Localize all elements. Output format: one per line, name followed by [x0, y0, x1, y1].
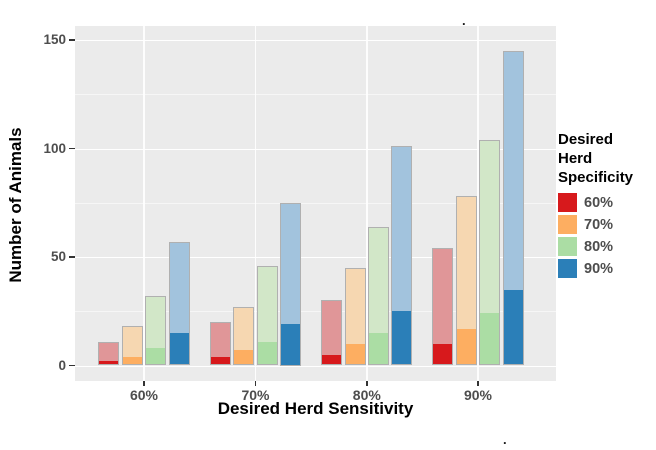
bar-90%-spec-80%-solid	[480, 313, 500, 365]
legend-label: 70%	[584, 216, 614, 233]
x-axis-tick	[477, 381, 479, 386]
major-gridline	[75, 148, 556, 150]
x-axis-tick-label: 90%	[463, 387, 493, 403]
legend-items: 60% 70% 80% 90%	[558, 192, 654, 279]
minor-gridline	[75, 202, 556, 204]
y-axis-tick	[69, 39, 75, 41]
legend-title-line: Desired	[558, 131, 614, 148]
y-axis-tick-label: 100	[43, 140, 66, 156]
bar-80%-spec-70%-solid	[345, 343, 365, 365]
x-axis-tick	[143, 381, 145, 386]
bar-70%-spec-90%-total	[280, 202, 302, 366]
legend-key-swatch	[558, 215, 577, 234]
x-axis-title: Desired Herd Sensitivity	[217, 399, 414, 418]
bar-90%-spec-70%-total	[455, 196, 477, 366]
y-axis-tick	[69, 364, 75, 367]
minor-gridline	[75, 311, 556, 313]
bar-60%-spec-80%-total	[145, 296, 167, 366]
bar-60%-spec-70%-total	[121, 326, 143, 366]
x-axis-tick-label: 70%	[241, 387, 270, 403]
bar-70%-spec-60%-solid	[210, 356, 230, 365]
y-axis-tick-label: 150	[43, 32, 66, 47]
bar-90%-spec-60%-solid	[433, 343, 453, 365]
stray-dot-bottom: .	[503, 432, 507, 447]
bar-80%-spec-80%-solid	[369, 332, 388, 365]
bar-80%-spec-90%-total	[391, 146, 413, 366]
bar-90%-spec-90%-total	[502, 50, 524, 366]
legend-title: Desired Herd Specificity	[558, 130, 654, 187]
x-axis-tick-label: 80%	[352, 387, 381, 403]
legend-label: 60%	[584, 194, 614, 211]
legend-item-60%: 60%	[558, 192, 654, 213]
legend-item-90%: 90%	[558, 258, 654, 279]
bar-60%-spec-70%-solid	[122, 356, 142, 365]
bar-90%-spec-90%-solid	[503, 289, 523, 365]
stray-dot-top: .	[462, 13, 466, 28]
major-gridline	[75, 257, 556, 259]
legend-label: 90%	[584, 260, 614, 277]
x-axis-tick-label: 60%	[129, 387, 159, 403]
minor-gridline	[75, 94, 556, 96]
bar-60%-spec-90%-solid	[169, 332, 189, 365]
y-axis-tick-label: 50	[50, 249, 66, 264]
bar-80%-spec-80%-total	[368, 226, 389, 366]
bar-70%-spec-60%-total	[209, 322, 231, 366]
bar-60%-spec-90%-total	[168, 241, 190, 366]
bar-60%-spec-60%-solid	[99, 361, 119, 365]
bar-70%-spec-80%-total	[256, 265, 278, 366]
legend: Desired Herd Specificity 60% 70% 80% 90%	[558, 130, 654, 280]
x-axis-tick	[366, 381, 368, 386]
legend-item-80%: 80%	[558, 236, 654, 257]
bar-90%-spec-80%-total	[479, 139, 501, 366]
bar-70%-spec-90%-solid	[281, 324, 301, 365]
bar-70%-spec-70%-solid	[234, 350, 254, 365]
legend-title-line: Specificity	[558, 169, 634, 186]
legend-item-70%: 70%	[558, 214, 654, 235]
legend-key-swatch	[558, 237, 577, 256]
plot-panel	[75, 26, 556, 381]
legend-key-swatch	[558, 193, 577, 212]
bar-80%-spec-60%-solid	[322, 354, 342, 365]
x-axis-tick	[254, 381, 257, 386]
legend-title-line: Herd	[558, 150, 593, 167]
y-axis-tick	[69, 256, 75, 258]
bar-60%-spec-80%-solid	[146, 348, 166, 365]
bar-80%-spec-90%-solid	[392, 311, 412, 365]
bar-90%-spec-70%-solid	[456, 328, 476, 365]
bar-90%-spec-60%-total	[432, 248, 454, 366]
y-axis-title: Number of Animals	[6, 127, 25, 283]
bar-80%-spec-70%-total	[344, 267, 366, 366]
legend-label: 80%	[584, 238, 614, 255]
bar-60%-spec-60%-total	[98, 341, 120, 366]
major-gridline	[75, 365, 556, 367]
bar-70%-spec-80%-solid	[257, 341, 277, 365]
major-gridline	[75, 40, 556, 42]
y-axis-tick-label: 0	[58, 357, 66, 373]
bar-70%-spec-70%-total	[233, 306, 255, 366]
y-axis-tick	[69, 147, 75, 150]
bar-80%-spec-60%-total	[321, 300, 343, 366]
legend-key-swatch	[558, 259, 577, 278]
